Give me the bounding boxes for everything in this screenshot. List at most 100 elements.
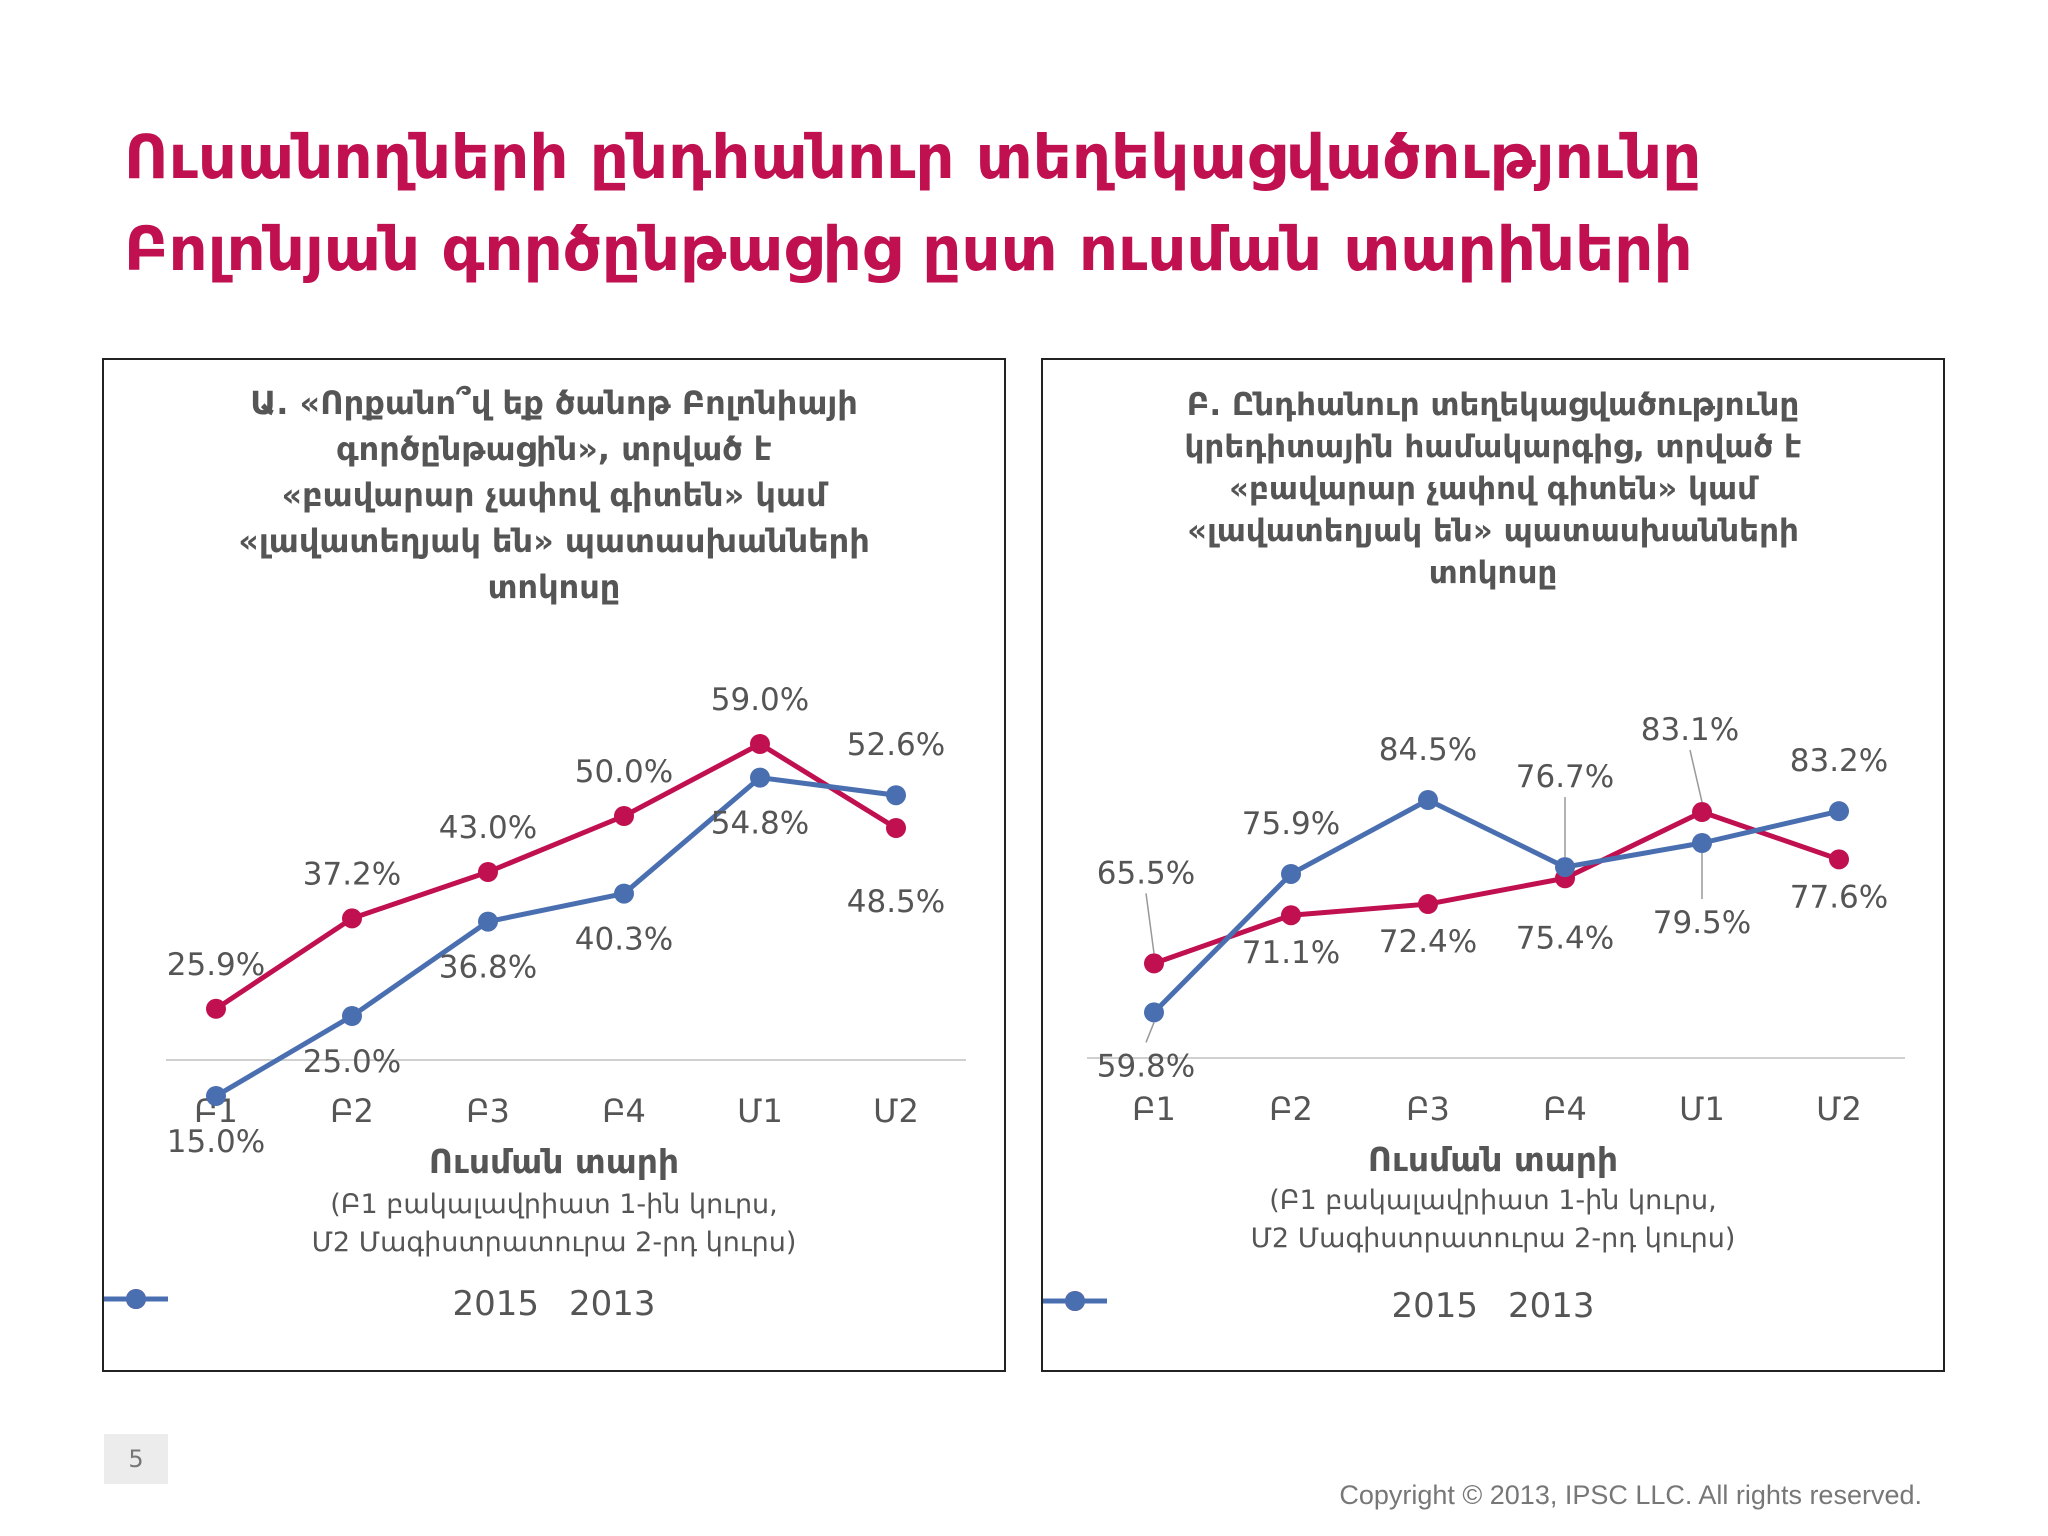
x-tick-label: Մ2 <box>873 1092 919 1130</box>
data-label-2015: 43.0% <box>439 810 537 846</box>
data-label-2015: 83.1% <box>1641 712 1739 748</box>
data-label-leader <box>1145 893 1155 954</box>
legend-swatch-2013 <box>1043 1291 1107 1311</box>
chart-a-title-line: «բավարար չափով գիտեն» կամ <box>281 476 827 514</box>
series-line-2013 <box>214 775 897 1099</box>
legend-label-2015: 2015 <box>1391 1286 1478 1326</box>
chart-a-x-axis-note: (Բ1 բակալավրիատ 1-ին կուրս, Մ2 Մագիստրատ… <box>104 1186 1004 1262</box>
legend-label-2015: 2015 <box>452 1284 539 1324</box>
data-label-2015: 72.4% <box>1379 924 1477 960</box>
legend-item-2015: 2015 <box>104 1284 539 1324</box>
data-label-2013: 59.8% <box>1097 1048 1195 1084</box>
data-label-2015: 71.1% <box>1242 935 1340 971</box>
slide-title: Ուսանողների ընդհանուր տեղեկացվածությունը… <box>124 112 1924 296</box>
chart-b-legend: 2015 2013 <box>1043 1286 1943 1326</box>
chart-b-plot: Բ1 Բ2 Բ3 Բ4 Մ1 Մ2 65.5% 71.1% 72.4% 75.4% 83.1% 77.… <box>1087 712 1905 1128</box>
series-line-2015 <box>1153 809 1840 966</box>
chart-b-title: Բ. Ընդհանուր տեղեկացվածությունը կրեդիտայ… <box>1083 384 1903 594</box>
slide-title-line-2: Բոլոնյան գործընթացից ըստ ուսման տարիների <box>124 214 1693 285</box>
data-label-2013: 15.0% <box>167 1124 265 1160</box>
x-tick-label: Մ2 <box>1816 1090 1862 1128</box>
data-point-2013 <box>1418 790 1438 810</box>
data-label-2015: 59.0% <box>711 682 809 718</box>
data-point-2015 <box>342 908 362 929</box>
data-label-2013: 83.2% <box>1790 743 1888 779</box>
data-label-leader <box>1145 1022 1155 1043</box>
chart-a-x-axis-note-line: Մ2 Մագիստրատուրա 2-րդ կուրս) <box>311 1227 797 1258</box>
chart-a-title-line: Ա. «Որքանո՞վ եք ծանոթ Բոլոնիայի <box>250 384 858 422</box>
chart-b-title-line: «բավարար չափով գիտեն» կամ <box>1228 471 1758 507</box>
chart-b-title-line: Բ. Ընդհանուր տեղեկացվածությունը <box>1186 387 1800 423</box>
data-label-2013: 75.9% <box>1242 806 1340 842</box>
legend-swatch-2013 <box>104 1289 168 1309</box>
series-line-2013 <box>1152 797 1840 1015</box>
data-point-2015 <box>1692 802 1712 823</box>
data-point-2015 <box>206 998 226 1019</box>
data-point-2015 <box>1144 953 1164 974</box>
data-label-2015: 48.5% <box>847 884 945 920</box>
data-point-2013 <box>750 767 770 788</box>
data-point-2013 <box>886 785 906 806</box>
data-label-2015: 25.9% <box>167 947 265 983</box>
data-label-leader <box>1689 749 1703 803</box>
x-tick-label: Բ1 <box>1132 1090 1176 1128</box>
chart-b-x-axis-note-line: Մ2 Մագիստրատուրա 2-րդ կուրս) <box>1250 1223 1736 1254</box>
chart-a-title-line: գործընթացին», տրված է <box>336 430 772 468</box>
data-point-2015 <box>478 862 498 882</box>
data-point-2013 <box>1692 833 1712 853</box>
x-tick-label: Բ2 <box>1269 1090 1313 1128</box>
data-point-2013 <box>206 1086 226 1106</box>
chart-b-title-line: կրեդիտային համակարգից, տրված է <box>1184 429 1802 465</box>
chart-a-title: Ա. «Որքանո՞վ եք ծանոթ Բոլոնիայի գործընթա… <box>144 380 964 610</box>
data-label-2013: 76.7% <box>1516 759 1614 795</box>
chart-b-x-axis-note-line: (Բ1 բակալավրիատ 1-ին կուրս, <box>1269 1185 1717 1216</box>
x-tick-label: Մ1 <box>1679 1090 1725 1128</box>
data-point-2015 <box>750 734 770 754</box>
data-point-2013 <box>478 911 498 932</box>
data-label-2013: 25.0% <box>303 1044 401 1080</box>
data-label-2013: 84.5% <box>1379 732 1477 768</box>
data-point-2015 <box>1829 849 1849 870</box>
data-label-2015: 65.5% <box>1097 855 1195 891</box>
chart-b-x-axis-note: (Բ1 բակալավրիատ 1-ին կուրս, Մ2 Մագիստրատ… <box>1043 1182 1943 1258</box>
legend-item-2015: 2015 <box>1043 1286 1478 1326</box>
data-point-2013 <box>1281 863 1301 884</box>
data-point-2013 <box>1144 1002 1164 1023</box>
chart-panel-b: Բ. Ընդհանուր տեղեկացվածությունը կրեդիտայ… <box>1041 358 1945 1372</box>
data-point-2015 <box>1281 905 1301 926</box>
data-point-2013 <box>614 883 634 904</box>
chart-b-x-axis-title: Ուսման տարի <box>1367 1140 1619 1179</box>
data-label-2015: 50.0% <box>575 754 673 790</box>
copyright-notice: Copyright © 2013, IPSC LLC. All rights r… <box>1339 1480 1922 1510</box>
x-tick-label: Մ1 <box>737 1092 783 1130</box>
legend-label-2013: 2013 <box>1508 1286 1595 1326</box>
data-label-2015: 37.2% <box>303 856 401 892</box>
data-label-2013: 79.5% <box>1653 905 1751 941</box>
series-line-2015 <box>214 741 898 1011</box>
data-point-2013 <box>342 1006 362 1026</box>
x-tick-label: Բ3 <box>466 1092 510 1130</box>
chart-a-x-axis-title: Ուսման տարի <box>428 1142 680 1181</box>
chart-b-title-line: տոկոսը <box>1428 555 1558 591</box>
data-label-2013: 52.6% <box>847 727 945 763</box>
x-tick-label: Բ2 <box>330 1092 374 1130</box>
data-label-2013: 54.8% <box>711 806 809 842</box>
chart-a-plot: Բ1 Բ2 Բ3 Բ4 Մ1 Մ225.9%37.2%43.0%50.0%59.0%48.… <box>166 682 966 1160</box>
chart-panel-a: Ա. «Որքանո՞վ եք ծանոթ Բոլոնիայի գործընթա… <box>102 358 1006 1372</box>
data-label-2015: 77.6% <box>1790 879 1888 915</box>
legend-label-2013: 2013 <box>569 1284 656 1324</box>
data-point-2013 <box>1555 857 1575 878</box>
chart-a-title-line: տոկոսը <box>487 568 621 606</box>
x-tick-label: Բ3 <box>1406 1090 1450 1128</box>
data-label-2015: 75.4% <box>1516 920 1614 956</box>
chart-b-title-line: «լավատեղյակ են» պատասխանների <box>1187 513 1799 549</box>
slide-title-line-1: Ուսանողների ընդհանուր տեղեկացվածությունը <box>124 122 1702 193</box>
data-label-2013: 40.3% <box>575 922 673 958</box>
data-point-2015 <box>614 806 634 826</box>
data-label-2013: 36.8% <box>439 950 537 986</box>
x-tick-label: Բ4 <box>1543 1090 1587 1128</box>
chart-a-legend: 2015 2013 <box>104 1284 1004 1324</box>
page-number: 5 <box>104 1434 168 1484</box>
chart-a-title-line: «լավատեղյակ են» պատասխանների <box>238 522 870 560</box>
data-point-2015 <box>886 818 906 838</box>
